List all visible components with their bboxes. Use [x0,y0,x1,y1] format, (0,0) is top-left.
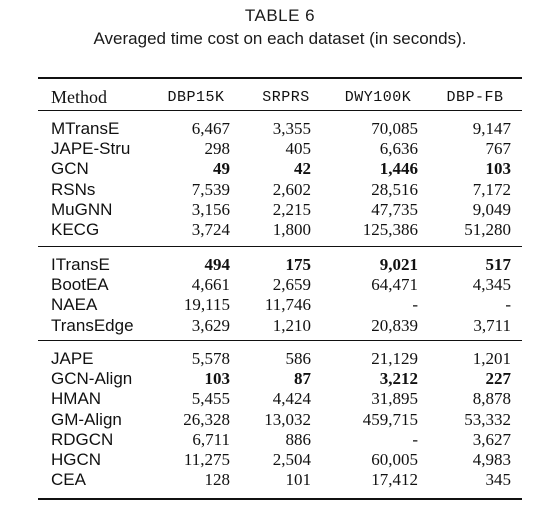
time-cost-value: 53,332 [464,409,511,429]
time-cost-value: 345 [485,470,512,490]
column-header-dbp15k: DBP15K [167,89,225,106]
time-cost-value: 886 [285,429,312,449]
time-cost-value: 20,839 [371,315,418,335]
time-cost-value: 60,005 [371,450,418,469]
time-cost-value: 11,746 [264,295,311,315]
time-cost-value: 459,715 [362,409,418,429]
time-cost-value: 47,735 [371,199,418,219]
time-cost-value: 70,085 [371,119,418,138]
time-cost-value: 494 [204,255,231,274]
time-cost-value: 2,602 [272,179,311,199]
method-name: RDGCN [51,429,114,449]
column-header-srprs: SRPRS [262,89,310,106]
time-cost-value: 1,800 [272,220,311,239]
method-name: TransEdge [51,315,134,335]
time-cost-value: 101 [285,470,312,490]
time-cost-value: 5,455 [191,389,230,409]
time-cost-value: 2,659 [272,275,311,295]
time-cost-value: 17,412 [371,470,418,490]
time-cost-value: 3,629 [191,315,230,335]
time-cost-value: 3,627 [472,429,511,449]
time-cost-value: 405 [285,139,312,159]
time-cost-value: 9,021 [379,255,418,274]
time-cost-value: 28,516 [371,179,418,199]
time-cost-value: 51,280 [464,220,511,239]
time-cost-value: 4,424 [272,389,311,409]
time-cost-value: 42 [294,159,311,179]
time-cost-value: 11,275 [183,450,230,469]
method-name: ITransE [51,255,110,274]
time-cost-value: - [505,295,511,315]
time-cost-value: 298 [204,139,231,159]
time-cost-value: 3,355 [272,119,311,138]
time-cost-value: 7,539 [191,179,230,199]
time-cost-value: 227 [485,369,512,389]
time-cost-value: 6,467 [191,119,230,138]
time-cost-value: 7,172 [472,179,511,199]
time-cost-value: 3,156 [191,199,230,219]
time-cost-value: 2,215 [272,199,311,219]
time-cost-value: 19,115 [183,295,230,315]
method-name: MTransE [51,119,120,138]
method-name: GCN [51,159,89,179]
header-rule [38,110,522,111]
time-cost-value: 13,032 [264,409,311,429]
time-cost-value: 6,636 [379,139,418,159]
top-rule [38,77,522,79]
column-header-dbp-fb: DBP-FB [446,89,504,106]
method-name: RSNs [51,179,96,199]
time-cost-value: - [412,295,418,315]
method-name: GM-Align [51,409,122,429]
time-cost-value: 1,210 [272,315,311,335]
time-cost-value: 26,328 [183,409,230,429]
time-cost-value: 103 [204,369,231,389]
time-cost-value: 125,386 [362,220,418,239]
method-name: KECG [51,220,100,239]
method-name: MuGNN [51,199,113,219]
time-cost-value: 64,471 [371,275,418,295]
time-cost-value: 49 [213,159,230,179]
time-cost-value: 21,129 [371,349,418,368]
time-cost-value: 103 [485,159,512,179]
time-cost-value: 2,504 [272,450,311,469]
method-name: BootEA [51,275,109,295]
time-cost-value: 4,661 [191,275,230,295]
method-name: NAEA [51,295,98,315]
bottom-rule [38,498,522,500]
column-header-dwy100k: DWY100K [344,89,412,106]
method-name: GCN-Align [51,369,133,389]
method-name: JAPE-Stru [51,139,131,159]
time-cost-value: 3,711 [473,315,511,335]
time-cost-value: 5,578 [191,349,230,368]
time-cost-value: 3,724 [191,220,230,239]
time-cost-value: 4,983 [472,450,511,469]
table-label: TABLE 6 [244,6,316,25]
method-name: CEA [51,470,86,490]
group-divider [38,246,522,247]
time-cost-value: 175 [285,255,312,274]
time-cost-value: 1,201 [472,349,511,368]
time-cost-value: 1,446 [379,159,418,179]
time-cost-value: 767 [485,139,512,159]
time-cost-value: 31,895 [371,389,418,409]
table-caption: Averaged time cost on each dataset (in s… [93,29,467,48]
time-cost-value: 9,049 [472,199,511,219]
time-cost-value: 517 [485,255,512,274]
column-header-method: Method [51,87,107,107]
time-cost-value: 3,212 [379,369,418,389]
time-cost-value: 87 [294,369,311,389]
time-cost-value: - [412,429,418,449]
time-cost-value: 6,711 [192,429,230,449]
group-divider [38,340,522,341]
time-cost-value: 8,878 [472,389,511,409]
time-cost-value: 586 [285,349,312,368]
method-name: HGCN [51,450,102,469]
time-cost-value: 128 [204,470,231,490]
time-cost-value: 9,147 [472,119,511,138]
method-name: JAPE [51,349,94,368]
method-name: HMAN [51,389,102,409]
time-cost-value: 4,345 [472,275,511,295]
